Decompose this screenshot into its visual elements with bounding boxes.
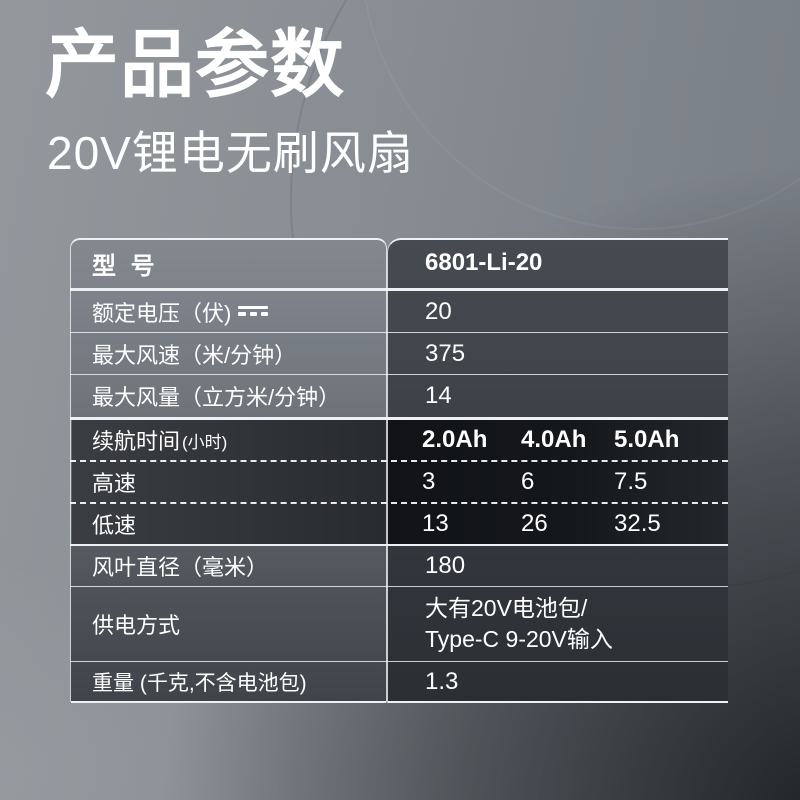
row-value-cell: 3 6 7.5: [387, 462, 728, 502]
weight-label: 重量 (千克,不含电池包): [92, 672, 307, 695]
row-max-air-volume: 最大风量（立方米/分钟） 14: [70, 375, 728, 420]
row-blade-diameter: 风叶直径（毫米） 180: [70, 546, 728, 587]
row-value-cell: 180: [387, 546, 728, 586]
row-label-cell: 续航时间 (小时): [70, 420, 387, 460]
runtime-label: 续航时间: [92, 429, 181, 454]
weight-value: 1.3: [425, 668, 459, 695]
battery-2ah: 2.0Ah: [422, 426, 488, 453]
low-speed-2ah: 13: [422, 510, 449, 537]
low-speed-5ah: 32.5: [614, 510, 661, 537]
power-supply-label: 供电方式: [92, 613, 181, 638]
voltage-value: 20: [425, 297, 452, 325]
wind-speed-value: 375: [425, 339, 466, 367]
row-label-cell: 低速: [70, 504, 387, 544]
model-value: 6801-Li-20: [425, 249, 543, 276]
power-supply-line2: Type-C 9-20V输入: [425, 626, 613, 652]
row-low-speed: 低速 13 26 32.5: [70, 504, 728, 546]
model-label: 型 号: [92, 252, 159, 280]
runtime-band-value-area: [386, 420, 728, 546]
row-label-cell: 型 号: [70, 238, 387, 288]
spec-table: 型 号 6801-Li-20 额定电压（伏) 20 最大风速（米/分钟） 375: [70, 238, 728, 703]
row-rated-voltage: 额定电压（伏) 20: [70, 291, 728, 333]
runtime-section-band: [72, 420, 728, 546]
row-runtime-header: 续航时间 (小时) 2.0Ah 4.0Ah 5.0Ah: [70, 420, 728, 462]
row-label-cell: 高速: [70, 462, 387, 502]
row-value-cell: 2.0Ah 4.0Ah 5.0Ah: [387, 420, 728, 460]
dc-voltage-icon: [238, 305, 269, 316]
voltage-label: 额定电压（伏): [92, 300, 232, 326]
spec-rows: 型 号 6801-Li-20 额定电压（伏) 20 最大风速（米/分钟） 375: [70, 238, 728, 703]
row-label-cell: 重量 (千克,不含电池包): [70, 662, 387, 702]
row-value-cell: 1.3: [387, 662, 728, 702]
blade-diameter-value: 180: [425, 552, 466, 579]
row-label-cell: 供电方式: [70, 587, 387, 661]
row-value-cell: 6801-Li-20: [387, 238, 728, 288]
row-weight: 重量 (千克,不含电池包) 1.3: [70, 662, 728, 702]
air-volume-value: 14: [425, 382, 452, 409]
row-max-wind-speed: 最大风速（米/分钟） 375: [70, 333, 728, 375]
runtime-unit: (小时): [182, 432, 228, 452]
row-high-speed: 高速 3 6 7.5: [70, 462, 728, 504]
row-label-cell: 最大风速（米/分钟）: [70, 333, 387, 374]
product-name: 20V锂电无刷风扇: [47, 127, 414, 179]
wind-speed-label: 最大风速（米/分钟）: [92, 342, 297, 368]
power-supply-line1: 大有20V电池包/: [425, 595, 588, 621]
battery-4ah: 4.0Ah: [521, 426, 587, 453]
high-speed-label: 高速: [92, 471, 137, 496]
row-label-cell: 最大风量（立方米/分钟）: [70, 375, 387, 417]
row-value-cell: 14: [387, 375, 728, 417]
low-speed-label: 低速: [92, 513, 137, 538]
row-power-supply: 供电方式 大有20V电池包/ Type-C 9-20V输入: [70, 587, 728, 662]
blade-diameter-label: 风叶直径（毫米）: [92, 555, 269, 580]
row-label-cell: 风叶直径（毫米）: [70, 546, 387, 586]
high-speed-5ah: 7.5: [614, 468, 648, 495]
high-speed-2ah: 3: [422, 468, 436, 495]
air-volume-label: 最大风量（立方米/分钟）: [92, 385, 341, 410]
row-value-cell: 13 26 32.5: [387, 504, 728, 544]
runtime-band-label-area: [72, 420, 386, 546]
row-label-cell: 额定电压（伏): [70, 291, 387, 332]
battery-5ah: 5.0Ah: [614, 426, 680, 453]
page-title: 产品参数: [45, 23, 345, 106]
row-value-cell: 大有20V电池包/ Type-C 9-20V输入: [387, 587, 728, 661]
row-value-cell: 20: [387, 291, 728, 332]
high-speed-4ah: 6: [521, 468, 535, 495]
row-model: 型 号 6801-Li-20: [70, 238, 728, 291]
row-value-cell: 375: [387, 333, 728, 374]
low-speed-4ah: 26: [521, 510, 548, 537]
